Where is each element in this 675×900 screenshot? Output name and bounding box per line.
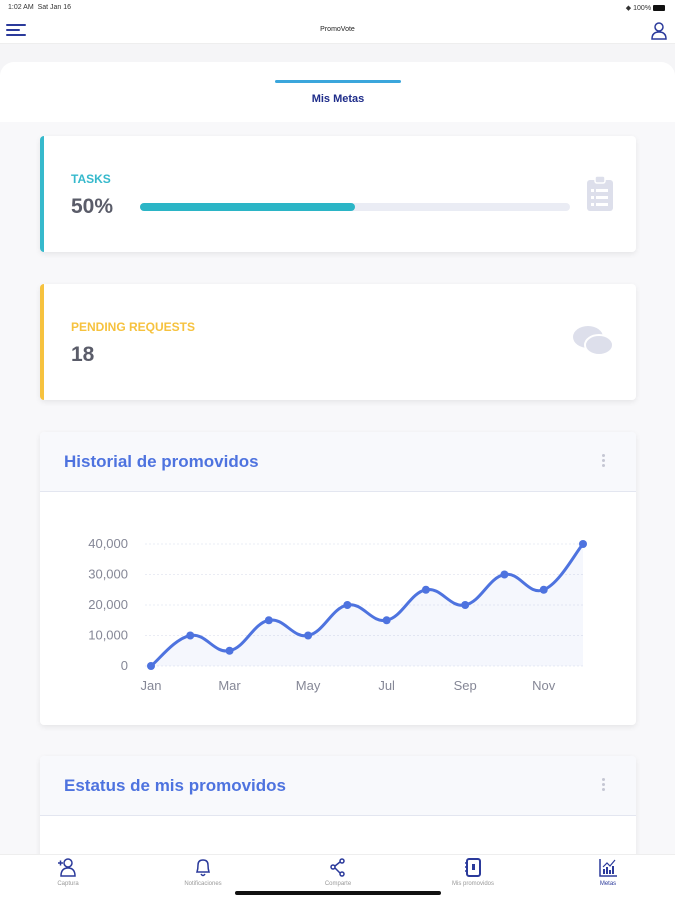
data-point [461,601,470,609]
content-scroll[interactable]: TASKS 50% PENDING REQUESTS 18 Historial … [0,122,675,854]
tab-label: Mis promovidos [451,881,494,887]
tab-label: Metas [599,881,617,887]
x-tick-label: Jul [378,678,395,693]
tab-label: Captura [57,881,79,887]
estatus-title: Estatus de mis promovidos [64,776,286,795]
data-point [382,616,391,625]
more-options-icon[interactable] [602,778,606,793]
tab-notificaciones[interactable]: Notificaciones [153,857,253,887]
y-tick-label: 10,000 [88,628,128,643]
tab-captura[interactable]: Captura [18,857,118,887]
y-tick-label: 20,000 [88,597,128,612]
y-tick-label: 40,000 [88,536,128,551]
wifi-icon: ◆ [625,5,632,12]
clipboard-icon [587,176,613,211]
y-tick-label: 30,000 [88,567,128,582]
tasks-value: 50% [71,195,114,218]
tasks-label: TASKS [71,172,111,186]
data-point [147,662,155,670]
status-time: 1:02 AM Sat Jan 16 [8,4,72,11]
y-tick-label: 0 [121,658,128,673]
data-point [304,631,313,640]
tab-label: Notificaciones [184,881,222,887]
add-user-icon [58,858,76,877]
contacts-book-icon [465,858,481,877]
x-tick-label: Jan [141,678,162,693]
data-point [186,631,195,640]
data-point [264,616,273,625]
data-point [500,570,509,579]
historial-chart: 0 10,000 20,000 30,000 40,000 Jan Mar May Jul Sep… [88,536,587,693]
pending-requests-card: PENDING REQUESTS 18 [40,284,636,400]
historial-card: Historial de promovidos 0 10,000 20,000 30,… [40,432,636,725]
tab-metas[interactable]: Metas [558,857,658,887]
tab-comparte[interactable]: Comparte [288,857,388,887]
menu-icon[interactable] [6,24,28,36]
nav-bar: PromoVote [0,16,675,44]
more-options-icon[interactable] [602,454,606,469]
tab-label: Comparte [324,881,352,887]
area-fill [151,544,583,666]
pending-label: PENDING REQUESTS [71,320,196,334]
x-tick-label: Nov [532,678,556,693]
status-battery: ◆ 100% [626,4,665,12]
user-icon[interactable] [651,22,667,40]
app-title: PromoVote [320,26,355,33]
tasks-progress-fill [140,203,355,211]
data-point [225,646,234,655]
home-indicator [235,891,441,895]
tab-mis-metas[interactable]: Mis Metas [275,80,401,120]
x-tick-label: Sep [454,678,477,693]
estatus-card: Estatus de mis promovidos [40,756,636,854]
data-point [421,585,430,594]
pending-value: 18 [71,343,95,366]
comments-icon [573,326,614,356]
tasks-progress-bar [140,203,570,211]
data-point [539,585,548,594]
tab-mis-promovidos[interactable]: Mis promovidos [423,857,523,887]
tasks-card: TASKS 50% [40,136,636,252]
data-point [343,601,352,609]
share-icon [330,858,345,877]
x-tick-label: Mar [218,678,241,693]
historial-title: Historial de promovidos [64,452,259,471]
x-tick-label: May [296,678,321,693]
status-bar: 1:02 AM Sat Jan 16 ◆ 100% [0,0,675,16]
chart-icon [599,859,617,877]
bell-icon [195,859,211,877]
battery-icon [653,5,665,12]
data-point [579,540,587,548]
